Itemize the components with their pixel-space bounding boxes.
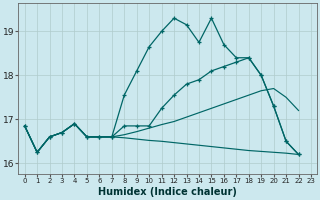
X-axis label: Humidex (Indice chaleur): Humidex (Indice chaleur) xyxy=(98,187,237,197)
